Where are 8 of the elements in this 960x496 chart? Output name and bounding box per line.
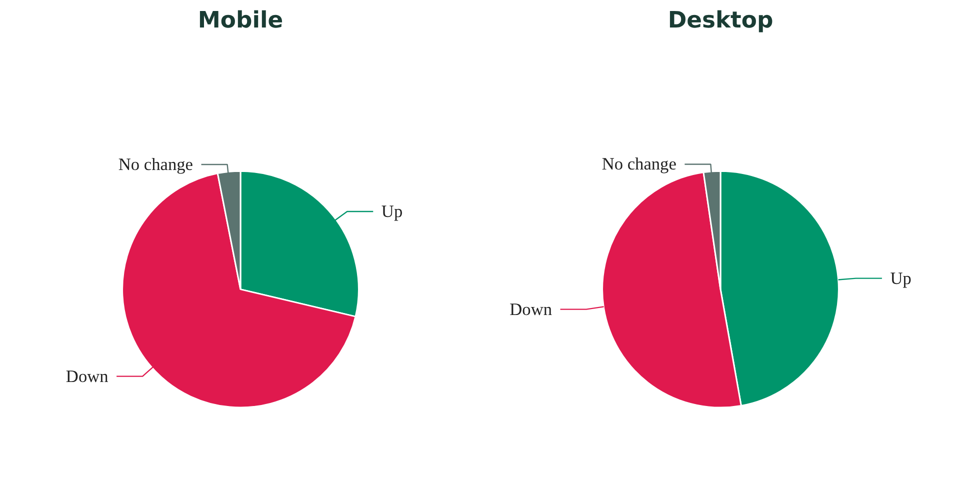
slice-label: Down <box>510 300 552 319</box>
slice-label: Up <box>890 268 912 288</box>
chart-title: Mobile <box>198 8 284 34</box>
slice-label: No change <box>118 155 194 174</box>
slice-label: Up <box>381 202 403 222</box>
slice-label: Down <box>66 366 109 386</box>
slice-label: No change <box>602 154 677 174</box>
chart-title: Desktop <box>668 8 774 34</box>
